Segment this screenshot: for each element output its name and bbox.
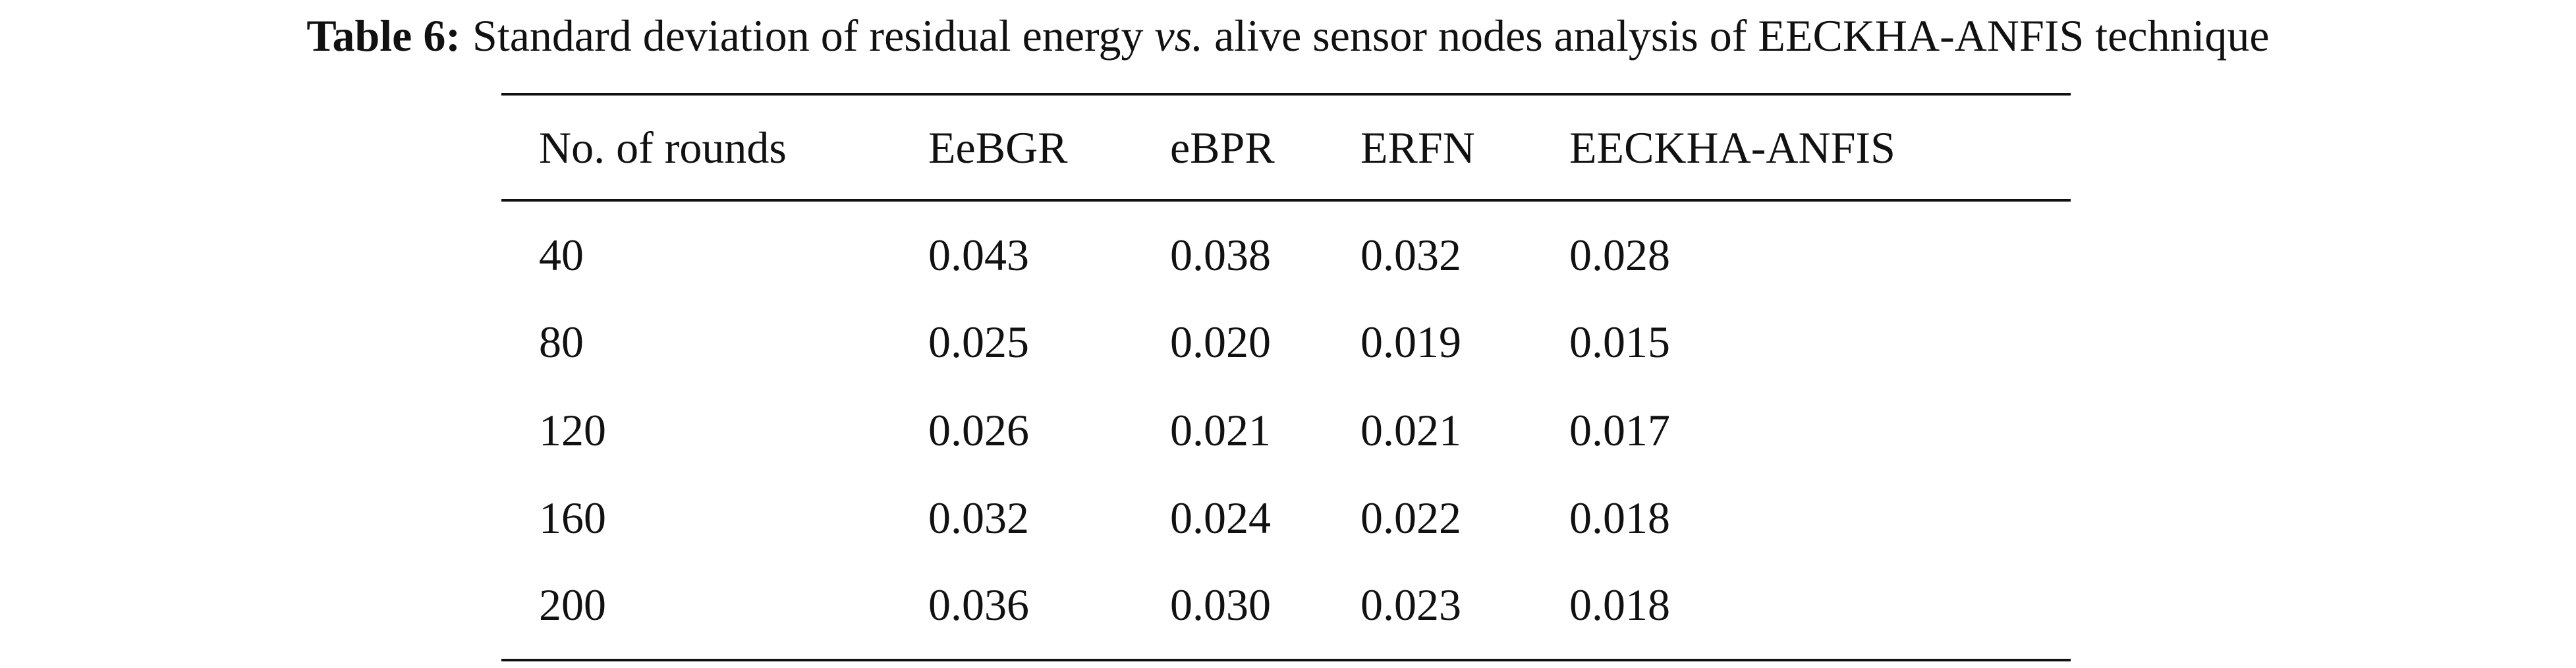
caption-italic: vs. (1154, 11, 1204, 61)
table-cell: 0.023 (1360, 580, 1461, 630)
header-cell: eBPR (1170, 123, 1275, 173)
table-cell: 200 (539, 580, 606, 630)
table-cell: 0.038 (1170, 230, 1271, 280)
table-cell: 40 (539, 230, 584, 280)
table-cell: 120 (539, 405, 606, 455)
table-cell: 0.017 (1569, 405, 1670, 455)
table-cell: 0.019 (1360, 317, 1461, 367)
table-cell: 0.018 (1569, 580, 1670, 630)
header-cell: No. of rounds (539, 123, 787, 173)
table-cell: 0.030 (1170, 580, 1271, 630)
table-cell: 0.026 (928, 405, 1029, 455)
table-caption: Table 6: Standard deviation of residual e… (0, 9, 2576, 62)
header-cell: EeBGR (928, 123, 1068, 173)
table-cell: 0.028 (1569, 230, 1670, 280)
table-cell: 0.025 (928, 317, 1029, 367)
top-rule (501, 93, 2071, 96)
table-cell: 0.032 (928, 493, 1029, 543)
table-cell: 0.036 (928, 580, 1029, 630)
table-cell: 0.022 (1360, 493, 1461, 543)
table-cell: 0.032 (1360, 230, 1461, 280)
table-cell: 0.021 (1170, 405, 1271, 455)
table-cell: 160 (539, 493, 606, 543)
caption-text: Standard deviation of residual energy (472, 11, 1144, 61)
table-cell: 80 (539, 317, 584, 367)
table-cell: 0.021 (1360, 405, 1461, 455)
bottom-rule (501, 659, 2071, 661)
caption-label: Table 6: (306, 11, 461, 61)
table-cell: 0.024 (1170, 493, 1271, 543)
table-cell: 0.043 (928, 230, 1029, 280)
header-cell: ERFN (1360, 123, 1475, 173)
table-cell: 0.018 (1569, 493, 1670, 543)
table-cell: 0.020 (1170, 317, 1271, 367)
caption-text: alive sensor nodes analysis of EECKHA-AN… (1214, 11, 2270, 61)
header-rule (501, 199, 2071, 202)
table-cell: 0.015 (1569, 317, 1670, 367)
header-cell: EECKHA-ANFIS (1569, 123, 1895, 173)
